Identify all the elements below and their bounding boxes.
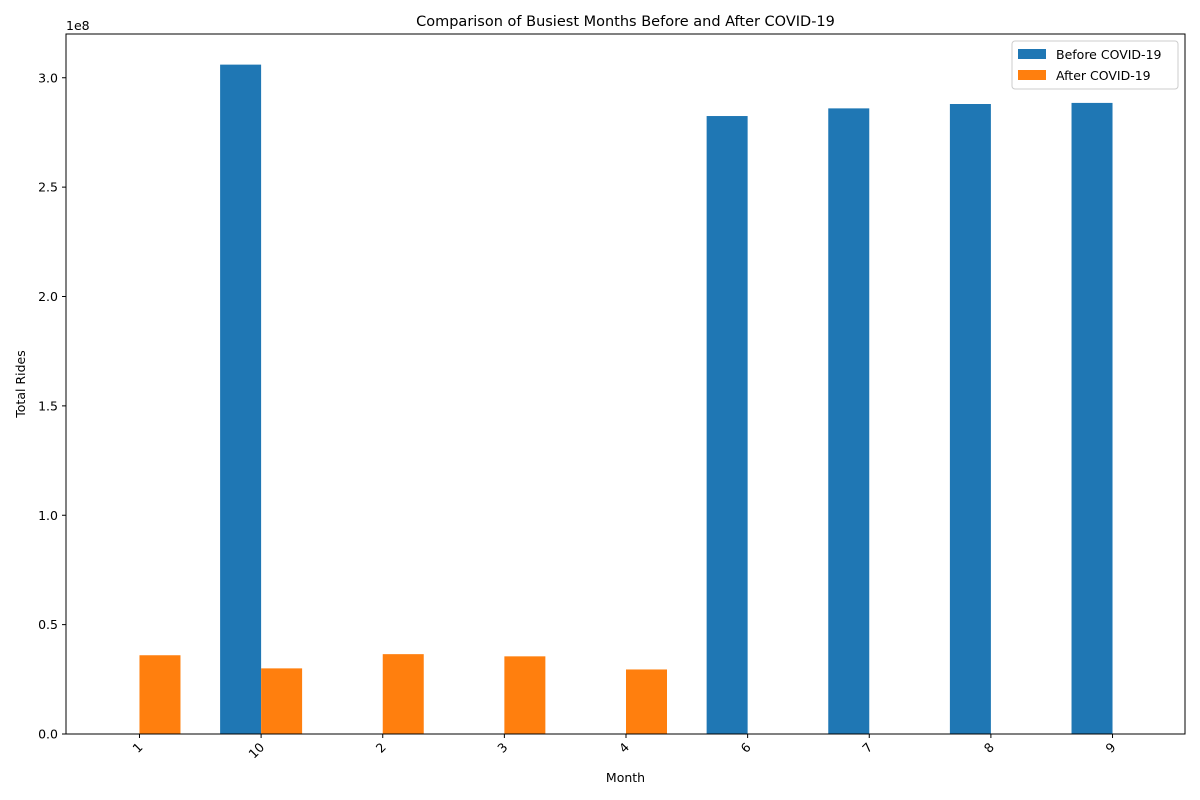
y-tick-label: 1.0	[38, 508, 58, 523]
bar-after-month-2	[382, 654, 424, 734]
legend-swatch-after	[1018, 70, 1046, 80]
y-tick-label: 0.0	[38, 727, 58, 742]
y-axis: 0.0 0.5 1.0 1.5 2.0 2.5 3.0	[38, 70, 66, 742]
y-tick-label: 3.0	[38, 70, 58, 85]
bar-before-month-6	[706, 116, 748, 734]
bar-before-month-9	[1071, 102, 1113, 734]
y-axis-offset-label: 1e8	[66, 18, 90, 33]
legend-label-after: After COVID-19	[1056, 68, 1151, 83]
bar-after-month-3	[504, 656, 546, 734]
plot-frame	[65, 33, 1186, 735]
y-axis-title: Total Rides	[13, 350, 28, 418]
bar-after-month-10	[261, 668, 303, 734]
chart-title: Comparison of Busiest Months Before and …	[416, 14, 835, 30]
bar-before-month-7	[828, 108, 870, 734]
legend-label-before: Before COVID-19	[1056, 47, 1162, 62]
bar-after-month-1	[139, 655, 181, 734]
x-axis-title: Month	[606, 770, 645, 785]
y-tick-label: 2.5	[38, 180, 58, 195]
legend-swatch-before	[1018, 49, 1046, 59]
bar-before-month-8	[949, 104, 991, 734]
y-tick-label: 0.5	[38, 617, 58, 632]
legend-box	[1011, 40, 1179, 90]
bar-before-month-10	[220, 64, 262, 734]
bar-after-month-4	[626, 669, 667, 734]
bars-group	[139, 64, 1113, 734]
y-tick-label: 2.0	[38, 289, 58, 304]
legend: Before COVID-19 After COVID-19	[1011, 40, 1179, 90]
y-tick-label: 1.5	[38, 398, 58, 413]
